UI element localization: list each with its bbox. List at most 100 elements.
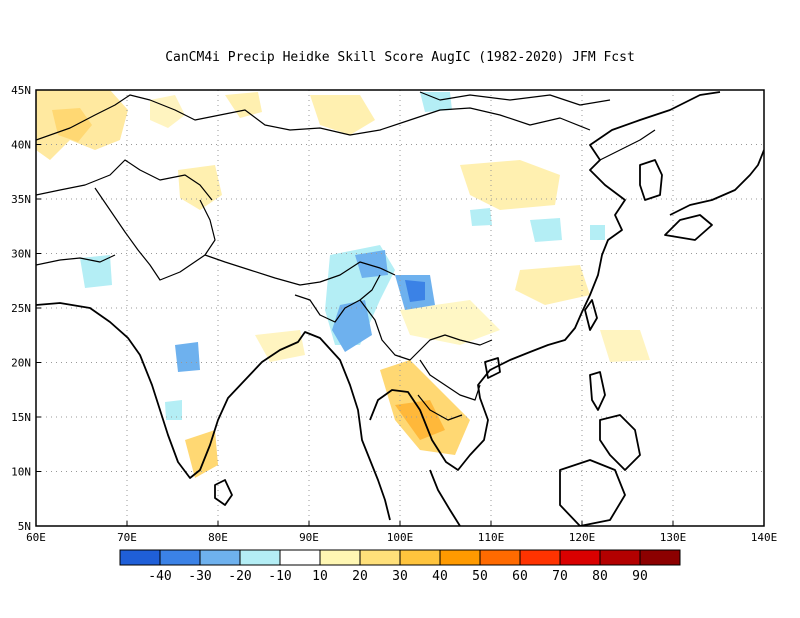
lat-label: 20N — [11, 357, 31, 370]
coastline-korea — [639, 159, 663, 201]
colorbar-label: -40 — [148, 569, 171, 584]
coastline-malaya — [429, 469, 461, 526]
coastline-philippines — [599, 414, 641, 471]
colorbar-swatch — [479, 549, 521, 566]
border — [419, 359, 481, 401]
colorbar-label: 60 — [512, 569, 528, 584]
colorbar-swatch — [519, 549, 561, 566]
axis-ticks — [35, 89, 765, 527]
colorbar-swatch — [239, 549, 281, 566]
coastline-srilanka — [214, 479, 233, 506]
field-patch — [460, 160, 560, 210]
field-patch — [52, 108, 92, 142]
lat-label: 40N — [11, 139, 31, 152]
colorbar-swatch — [399, 549, 441, 566]
borders — [36, 91, 656, 421]
coastline-hainan — [484, 357, 501, 379]
border — [359, 299, 493, 361]
coastlines — [36, 91, 764, 526]
gridlines — [36, 90, 764, 526]
border — [94, 187, 216, 281]
coastline-philippines — [589, 371, 606, 411]
field-patch — [590, 225, 605, 240]
lon-label: 80E — [208, 531, 228, 544]
field-patch — [80, 255, 112, 288]
field-patch — [405, 280, 425, 302]
colorbar-label: 70 — [552, 569, 568, 584]
field-patch — [178, 165, 222, 210]
field-patch — [530, 218, 562, 242]
field-patch — [150, 95, 185, 128]
colorbar-swatch — [559, 549, 601, 566]
colorbar-label: 90 — [632, 569, 648, 584]
field-patch — [395, 400, 445, 440]
coastline-borneo — [559, 459, 626, 526]
lat-label: 30N — [11, 248, 31, 261]
lon-labels: 60E 70E 80E 90E 100E 110E 120E 130E 140E — [26, 531, 777, 544]
lat-label: 35N — [11, 193, 31, 206]
field-patch — [225, 92, 262, 118]
field-patch — [310, 95, 375, 135]
field-patch — [175, 342, 200, 372]
field-patch — [470, 208, 492, 226]
colorbar-swatch — [199, 549, 241, 566]
border — [294, 274, 381, 323]
chart-title: CanCM4i Precip Heidke Skill Score AugIC … — [165, 50, 635, 65]
border — [36, 254, 116, 266]
field-patch — [420, 92, 452, 112]
colorbar-label: 20 — [352, 569, 368, 584]
coastline-taiwan — [584, 299, 598, 331]
lon-label: 120E — [569, 531, 596, 544]
colorbar-label: 10 — [312, 569, 328, 584]
coastline-japan — [669, 149, 764, 216]
field-patch — [355, 250, 388, 278]
lat-label: 10N — [11, 466, 31, 479]
coastline-indochina — [369, 91, 721, 471]
field-patch — [185, 430, 218, 478]
colorbar-label: 80 — [592, 569, 608, 584]
field-patch — [255, 330, 305, 362]
border — [599, 129, 656, 161]
colorbar-swatch — [639, 549, 681, 566]
lat-labels: 5N 10N 15N 20N 25N 30N 35N 40N 45N — [11, 84, 31, 533]
colorbar-swatch — [279, 549, 321, 566]
field-patch — [400, 300, 500, 345]
field-patch — [600, 330, 650, 362]
colorbar-swatch — [119, 549, 161, 566]
colorbar-label: -30 — [188, 569, 211, 584]
field-patch — [165, 400, 182, 420]
lon-label: 60E — [26, 531, 46, 544]
colorbar-swatch — [599, 549, 641, 566]
border — [36, 94, 591, 141]
lat-label: 15N — [11, 411, 31, 424]
colorbar-label: 40 — [432, 569, 448, 584]
colorbar-label: -10 — [268, 569, 291, 584]
lon-label: 70E — [117, 531, 137, 544]
lon-label: 100E — [387, 531, 414, 544]
colorbar-labels: -40 -30 -20 -10 10 20 30 40 50 60 70 80 … — [148, 569, 648, 584]
lon-label: 90E — [299, 531, 319, 544]
colorbar-swatch — [439, 549, 481, 566]
colorbar-label: 50 — [472, 569, 488, 584]
colorbar-label: 30 — [392, 569, 408, 584]
coastline-india — [36, 302, 391, 521]
colorbar — [119, 549, 681, 566]
lat-label: 45N — [11, 84, 31, 97]
lat-label: 5N — [18, 520, 31, 533]
coastline-japan — [664, 214, 713, 241]
lon-label: 130E — [660, 531, 687, 544]
colorbar-swatch — [359, 549, 401, 566]
colorbar-swatch — [319, 549, 361, 566]
colorbar-label: -20 — [228, 569, 251, 584]
field-patch — [515, 265, 590, 305]
lon-label: 110E — [478, 531, 505, 544]
border — [419, 91, 611, 106]
lat-label: 25N — [11, 302, 31, 315]
lon-label: 140E — [751, 531, 778, 544]
skill-field — [36, 90, 650, 478]
border — [417, 394, 463, 421]
border — [204, 254, 396, 286]
border — [36, 159, 213, 201]
colorbar-swatch — [159, 549, 201, 566]
